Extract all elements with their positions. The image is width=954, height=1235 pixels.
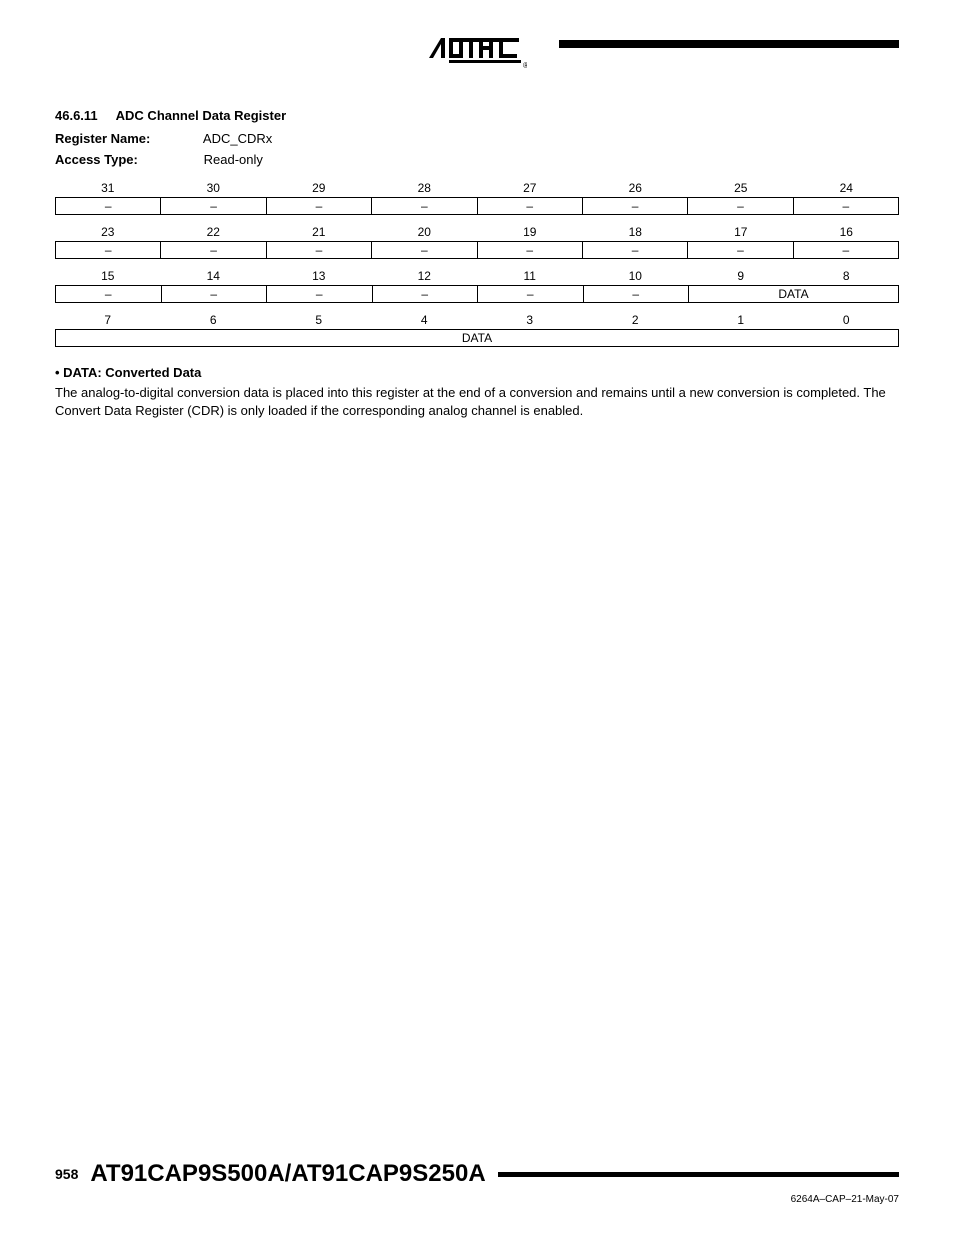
bit-number: 29 [266, 179, 372, 197]
field-row: –––––––– [55, 197, 899, 215]
field-row: –––––––– [55, 241, 899, 259]
footer-top: 958 AT91CAP9S500A/AT91CAP9S250A [55, 1160, 899, 1188]
field-cell: – [373, 286, 479, 302]
section-title: 46.6.11 ADC Channel Data Register [55, 108, 899, 123]
bit-number: 4 [372, 311, 478, 329]
bit-number: 18 [583, 223, 689, 241]
bit-number: 28 [372, 179, 478, 197]
field-row: ––––––DATA [55, 285, 899, 303]
access-type-label: Access Type: [55, 152, 200, 167]
bit-number: 27 [477, 179, 583, 197]
field-cell: – [478, 242, 583, 258]
bit-number: 26 [583, 179, 689, 197]
register-name-label: Register Name: [55, 131, 200, 146]
field-cell: – [372, 198, 477, 214]
bit-number: 3 [477, 311, 583, 329]
page-header: ® [0, 0, 954, 68]
field-cell: – [794, 198, 898, 214]
bit-number: 15 [55, 267, 161, 285]
field-cell: – [267, 242, 372, 258]
field-cell: – [267, 286, 373, 302]
field-cell: – [56, 198, 161, 214]
bit-number: 10 [583, 267, 689, 285]
bit-number: 12 [372, 267, 478, 285]
content-area: 46.6.11 ADC Channel Data Register Registe… [0, 68, 954, 419]
bit-number: 14 [161, 267, 267, 285]
bit-number: 23 [55, 223, 161, 241]
page-footer: 958 AT91CAP9S500A/AT91CAP9S250A 6264A–CA… [55, 1160, 899, 1205]
field-cell: – [583, 198, 688, 214]
bit-number-row: 76543210 [55, 311, 899, 329]
field-cell: – [583, 242, 688, 258]
field-cell: – [161, 198, 266, 214]
field-cell: – [161, 242, 266, 258]
section-number: 46.6.11 [55, 108, 98, 123]
bit-number: 6 [161, 311, 267, 329]
field-cell: – [478, 286, 584, 302]
description-body: The analog-to-digital conversion data is… [55, 384, 899, 419]
field-cell: – [584, 286, 690, 302]
bit-number: 31 [55, 179, 161, 197]
atmel-logo: ® [427, 30, 527, 73]
bit-number: 20 [372, 223, 478, 241]
bit-number: 17 [688, 223, 794, 241]
bit-number: 11 [477, 267, 583, 285]
field-cell: – [794, 242, 898, 258]
part-number: AT91CAP9S500A/AT91CAP9S250A [90, 1160, 485, 1188]
register-name-value: ADC_CDRx [203, 131, 272, 146]
bit-number: 1 [688, 311, 794, 329]
svg-text:®: ® [523, 61, 527, 70]
bit-number: 8 [794, 267, 900, 285]
description-heading: • DATA: Converted Data [55, 365, 899, 380]
bit-number-row: 2322212019181716 [55, 223, 899, 241]
field-cell: – [267, 198, 372, 214]
footer-rule [498, 1172, 899, 1177]
page-number: 958 [55, 1166, 78, 1182]
register-name-row: Register Name: ADC_CDRx [55, 131, 899, 146]
bit-number: 0 [794, 311, 900, 329]
field-row: DATA [55, 329, 899, 347]
bit-number: 5 [266, 311, 372, 329]
bit-number-row: 3130292827262524 [55, 179, 899, 197]
bit-number: 9 [688, 267, 794, 285]
header-rule [559, 40, 899, 48]
bit-number: 21 [266, 223, 372, 241]
field-cell: – [162, 286, 268, 302]
field-cell: – [372, 242, 477, 258]
register-bit-table: 3130292827262524––––––––2322212019181716… [55, 179, 899, 347]
field-cell: DATA [56, 330, 898, 346]
bit-number: 16 [794, 223, 900, 241]
bit-number: 24 [794, 179, 900, 197]
bit-number: 19 [477, 223, 583, 241]
field-cell: – [688, 242, 793, 258]
section-heading: ADC Channel Data Register [116, 108, 286, 123]
field-cell: – [56, 242, 161, 258]
bit-number: 25 [688, 179, 794, 197]
bit-number: 7 [55, 311, 161, 329]
bit-number: 30 [161, 179, 267, 197]
field-cell: – [478, 198, 583, 214]
field-cell: – [688, 198, 793, 214]
access-type-row: Access Type: Read-only [55, 152, 899, 167]
document-id: 6264A–CAP–21-May-07 [55, 1194, 899, 1205]
bit-number: 2 [583, 311, 689, 329]
field-cell: – [56, 286, 162, 302]
description-block: • DATA: Converted Data The analog-to-dig… [55, 365, 899, 419]
field-cell: DATA [689, 286, 898, 302]
bit-number: 13 [266, 267, 372, 285]
access-type-value: Read-only [204, 152, 263, 167]
bit-number-row: 15141312111098 [55, 267, 899, 285]
bit-number: 22 [161, 223, 267, 241]
